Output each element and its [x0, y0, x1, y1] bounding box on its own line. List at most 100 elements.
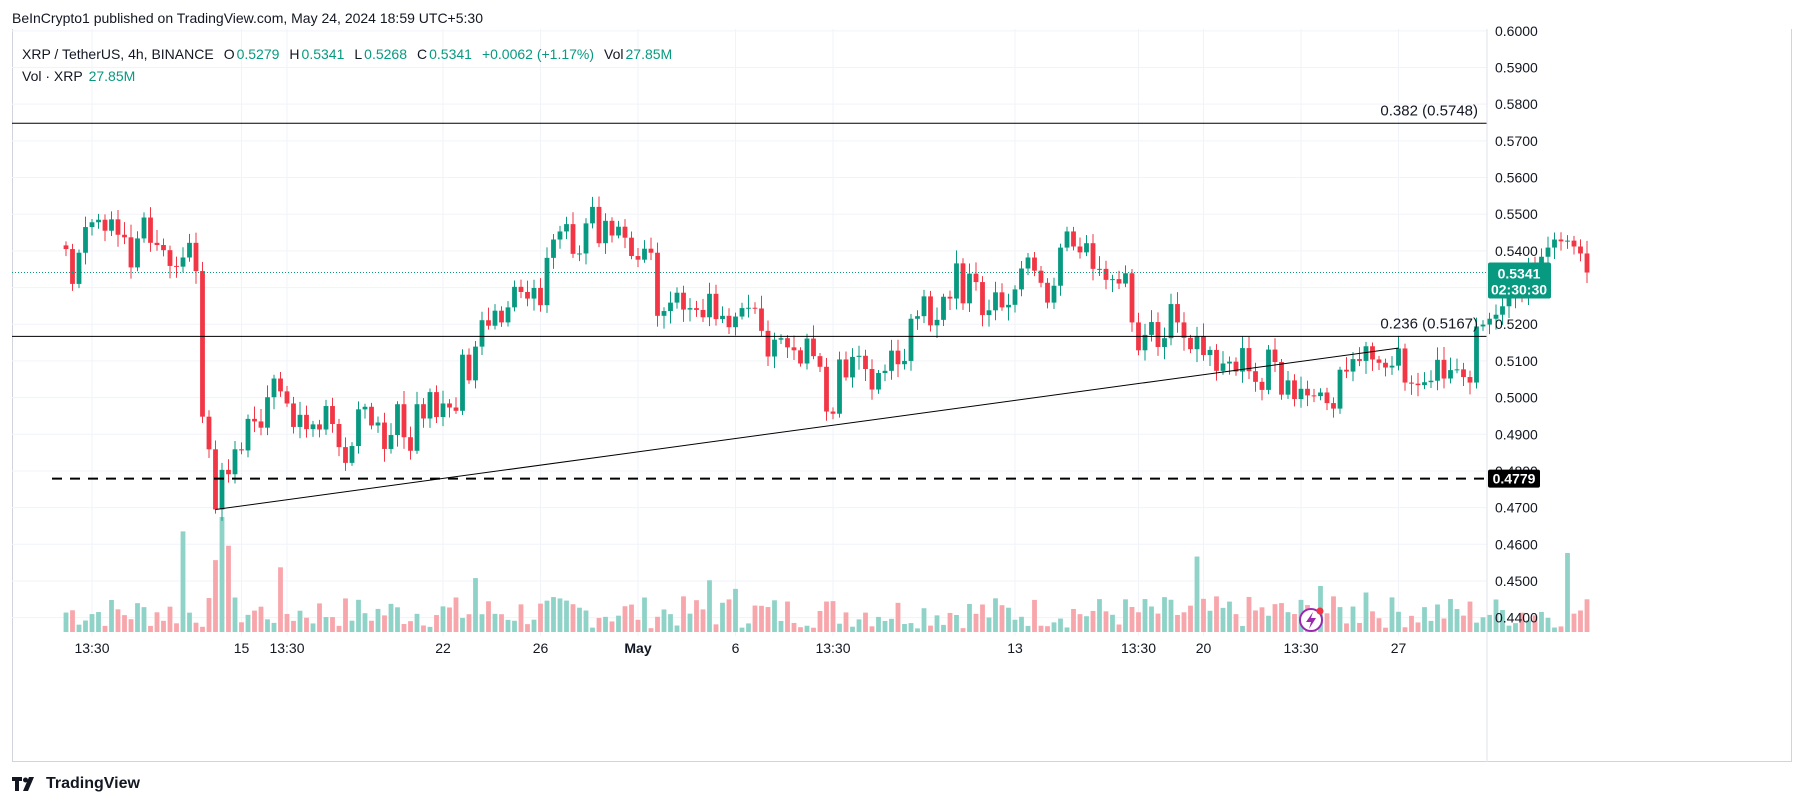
candle-body[interactable]: [1214, 349, 1219, 371]
candle-body[interactable]: [973, 273, 979, 283]
candle-body[interactable]: [382, 422, 387, 449]
candle-body[interactable]: [421, 404, 426, 419]
candle-body[interactable]: [297, 414, 303, 427]
candle-body[interactable]: [544, 257, 550, 306]
candle-body[interactable]: [850, 356, 855, 378]
candle-body[interactable]: [726, 315, 732, 328]
candle-body[interactable]: [1123, 273, 1128, 284]
candle-body[interactable]: [1045, 282, 1050, 303]
candle-body[interactable]: [655, 252, 660, 316]
candle-body[interactable]: [408, 437, 413, 451]
tradingview-logo[interactable]: TradingView: [12, 775, 140, 793]
candle-body[interactable]: [1376, 359, 1382, 363]
candle-body[interactable]: [180, 257, 186, 267]
candle-body[interactable]: [1168, 304, 1174, 339]
candle-body[interactable]: [154, 242, 160, 246]
candle-body[interactable]: [193, 242, 199, 272]
candle-body[interactable]: [1422, 382, 1427, 386]
candle-body[interactable]: [135, 238, 140, 268]
candle-body[interactable]: [908, 318, 914, 361]
candle-body[interactable]: [1415, 383, 1421, 386]
candle-body[interactable]: [330, 406, 335, 425]
candle-body[interactable]: [616, 226, 621, 236]
candle-body[interactable]: [876, 373, 881, 390]
candle-body[interactable]: [1110, 279, 1115, 281]
candle-body[interactable]: [603, 220, 608, 244]
candle-body[interactable]: [746, 307, 751, 309]
candle-body[interactable]: [63, 245, 69, 250]
candle-body[interactable]: [1506, 297, 1512, 307]
candle-body[interactable]: [148, 217, 153, 243]
candle-body[interactable]: [1474, 326, 1479, 383]
candle-body[interactable]: [895, 350, 901, 365]
candle-body[interactable]: [258, 421, 264, 428]
candle-body[interactable]: [934, 319, 940, 326]
candle-body[interactable]: [356, 409, 361, 447]
candle-body[interactable]: [993, 292, 998, 311]
candle-body[interactable]: [239, 449, 244, 451]
candle-body[interactable]: [414, 404, 420, 451]
candle-body[interactable]: [642, 248, 647, 260]
candle-body[interactable]: [304, 414, 309, 430]
candle-body[interactable]: [1240, 348, 1245, 372]
candle-body[interactable]: [512, 286, 517, 308]
candle-body[interactable]: [739, 308, 745, 317]
candle-body[interactable]: [954, 263, 959, 299]
candle-body[interactable]: [856, 355, 862, 357]
candle-body[interactable]: [1389, 365, 1395, 368]
candle-body[interactable]: [1175, 304, 1180, 323]
candle-body[interactable]: [811, 338, 816, 357]
candle-body[interactable]: [1454, 369, 1460, 371]
candle-body[interactable]: [837, 359, 842, 414]
candle-body[interactable]: [492, 310, 498, 326]
candle-body[interactable]: [1571, 240, 1577, 247]
candle-body[interactable]: [1584, 253, 1590, 273]
candle-body[interactable]: [1064, 231, 1070, 248]
candle-body[interactable]: [1097, 268, 1102, 270]
candle-body[interactable]: [1545, 247, 1551, 257]
candle-body[interactable]: [1012, 289, 1018, 305]
candle-body[interactable]: [980, 282, 985, 316]
candle-body[interactable]: [1201, 336, 1206, 356]
candle-body[interactable]: [1357, 359, 1362, 361]
candle-body[interactable]: [460, 354, 465, 411]
candle-body[interactable]: [284, 391, 290, 404]
candle-body[interactable]: [1428, 380, 1434, 383]
candle-body[interactable]: [440, 403, 446, 418]
candle-body[interactable]: [824, 366, 829, 412]
candle-body[interactable]: [434, 392, 439, 418]
candle-body[interactable]: [1350, 359, 1356, 372]
candle-body[interactable]: [291, 403, 296, 427]
candle-body[interactable]: [531, 287, 537, 299]
candle-body[interactable]: [1266, 349, 1271, 390]
candle-body[interactable]: [661, 311, 667, 316]
candle-body[interactable]: [1292, 380, 1297, 400]
candle-body[interactable]: [1149, 322, 1154, 335]
candle-body[interactable]: [577, 253, 582, 255]
candle-body[interactable]: [1565, 240, 1570, 242]
candle-body[interactable]: [447, 403, 452, 408]
candle-body[interactable]: [999, 292, 1005, 308]
candle-body[interactable]: [102, 219, 108, 231]
candle-body[interactable]: [486, 320, 491, 326]
candle-body[interactable]: [785, 338, 790, 348]
candle-body[interactable]: [915, 316, 920, 319]
candle-body[interactable]: [791, 347, 797, 351]
candle-body[interactable]: [590, 206, 595, 224]
candle-body[interactable]: [1006, 304, 1011, 308]
candle-body[interactable]: [1487, 318, 1492, 325]
candle-body[interactable]: [1344, 369, 1349, 372]
candle-body[interactable]: [817, 356, 823, 367]
candle-body[interactable]: [1162, 338, 1167, 347]
support-level-badge[interactable]: [1488, 469, 1540, 488]
candle-body[interactable]: [1259, 381, 1265, 390]
candle-body[interactable]: [668, 302, 673, 312]
candle-body[interactable]: [525, 291, 530, 299]
candle-body[interactable]: [635, 256, 641, 260]
candle-body[interactable]: [76, 252, 82, 284]
candle-body[interactable]: [869, 368, 875, 390]
candle-body[interactable]: [570, 224, 576, 254]
candle-body[interactable]: [1227, 361, 1232, 364]
candle-body[interactable]: [1155, 322, 1161, 347]
